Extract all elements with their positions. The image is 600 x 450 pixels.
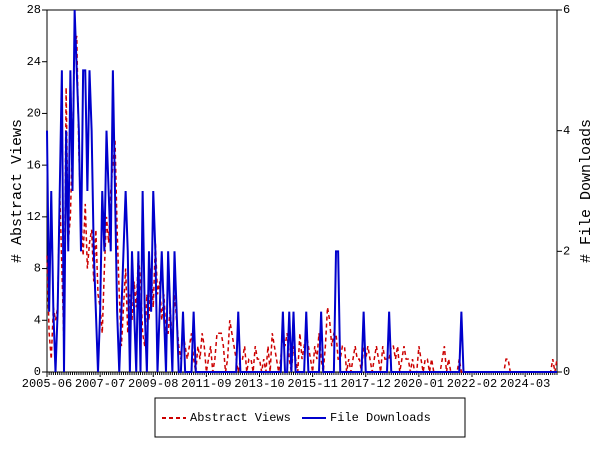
y2-tick-label: 4: [563, 124, 570, 138]
y-tick-label: 12: [27, 210, 41, 224]
x-tick-label: 2007-07: [75, 377, 125, 391]
x-tick-label: 2015-11: [287, 377, 337, 391]
legend-label: Abstract Views: [190, 411, 291, 425]
series-line: [46, 9, 557, 373]
y-tick-label: 8: [34, 262, 41, 276]
x-tick-label: 2022-02: [447, 377, 497, 391]
legend-label: File Downloads: [330, 411, 431, 425]
y-tick-label: 4: [34, 313, 41, 327]
x-tick-label: 2011-09: [181, 377, 231, 391]
x-tick-label: 2005-06: [22, 377, 72, 391]
series-line: [46, 35, 558, 373]
y-tick-label: 20: [27, 107, 41, 121]
y2-tick-label: 0: [563, 365, 570, 379]
y-axis-title: # Abstract Views: [9, 119, 26, 263]
y2-axis-title: # File Downloads: [578, 119, 595, 263]
y-tick-label: 0: [34, 365, 41, 379]
y-tick-label: 28: [27, 3, 41, 17]
y2-tick-label: 2: [563, 245, 570, 259]
y2-tick-label: 6: [563, 3, 570, 17]
x-tick-label: 2009-08: [128, 377, 178, 391]
x-tick-label: 2020-01: [394, 377, 444, 391]
x-tick-label: 2024-03: [500, 377, 550, 391]
y-tick-label: 24: [27, 55, 41, 69]
x-tick-label: 2017-12: [341, 377, 391, 391]
y-tick-label: 16: [27, 158, 41, 172]
x-tick-label: 2013-10: [234, 377, 284, 391]
